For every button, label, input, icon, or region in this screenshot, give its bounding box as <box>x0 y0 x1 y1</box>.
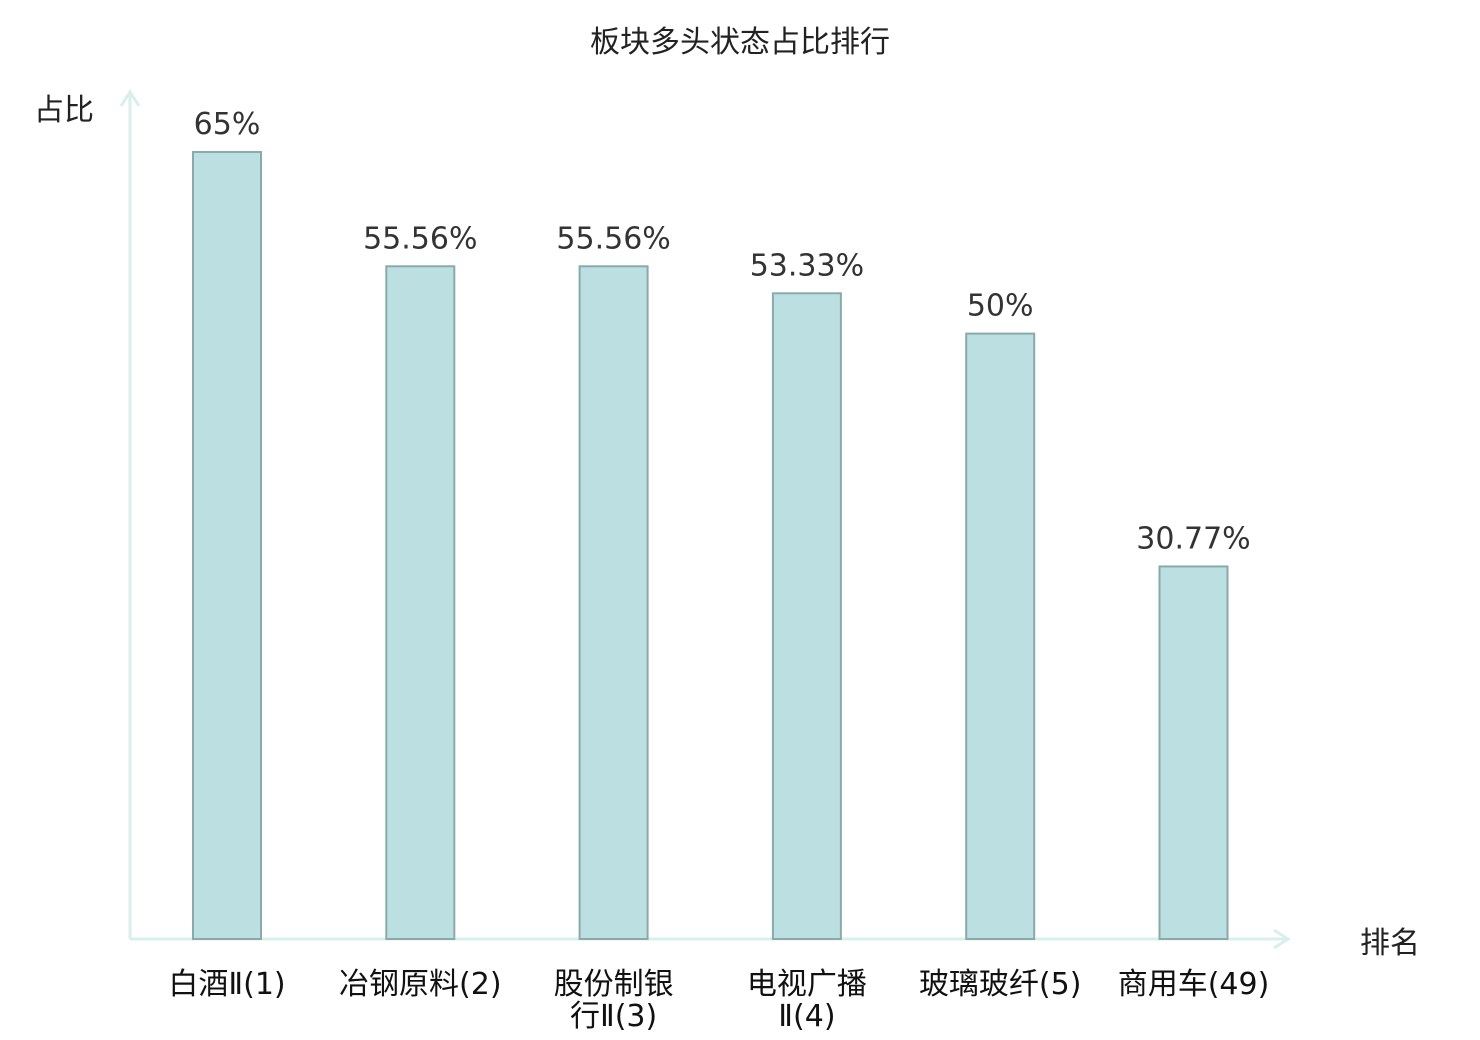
value-label-1: 65% <box>194 107 261 142</box>
value-label-4: 53.33% <box>750 248 864 283</box>
bar-2 <box>385 265 456 940</box>
category-label-1: 白酒Ⅱ(1) <box>168 967 285 1002</box>
value-label-2: 55.56% <box>363 221 477 256</box>
x-axis-arrow <box>1273 928 1291 950</box>
bars <box>192 151 1229 941</box>
category-label-3-line-1: 股份制银 <box>554 967 674 1002</box>
value-label-6: 30.77% <box>1136 521 1250 556</box>
bar-5 <box>965 332 1036 941</box>
value-label-3: 55.56% <box>556 221 670 256</box>
y-axis-label: 占比 <box>34 93 94 128</box>
category-label-5: 玻璃玻纤(5) <box>919 967 1082 1002</box>
category-label-6: 商用车(49) <box>1118 967 1270 1002</box>
value-label-5: 50% <box>967 289 1034 324</box>
category-label-2: 冶钢原料(2) <box>339 967 502 1002</box>
x-axis-label: 排名 <box>1360 926 1420 961</box>
category-label-3-line-2: 行Ⅱ(3) <box>570 999 657 1034</box>
axes <box>119 89 1291 950</box>
category-label-4-line-1: 电视广播 <box>747 967 867 1002</box>
bar-1 <box>192 151 262 940</box>
bar-6 <box>1158 565 1229 940</box>
bar-3 <box>578 265 649 940</box>
chart-title: 板块多头状态占比排行 <box>590 25 890 60</box>
bar-4 <box>771 292 842 941</box>
category-label-4-line-2: Ⅱ(4) <box>778 999 835 1034</box>
value-labels: 65% 55.56% 55.56% 53.33% 50% 30.77% <box>194 107 1251 556</box>
y-axis-arrow <box>119 89 141 107</box>
